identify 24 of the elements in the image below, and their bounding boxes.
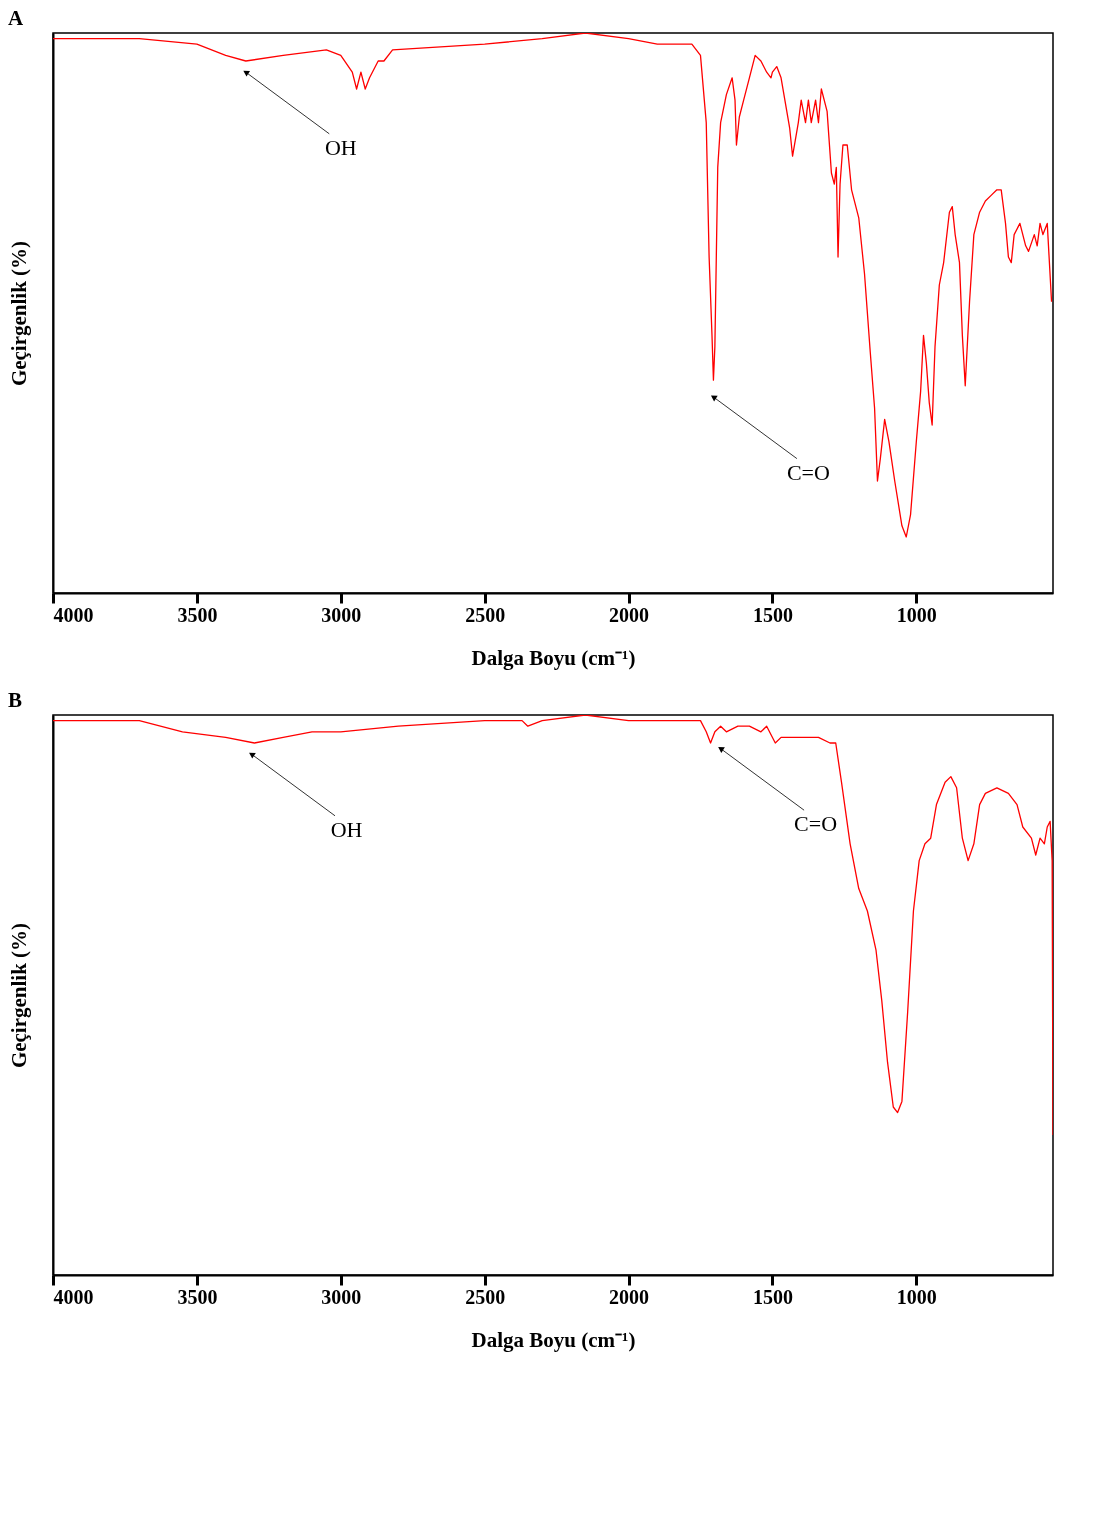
annotation: OH — [324, 134, 357, 160]
chart-title: A — [8, 6, 24, 30]
x-tick-label: 3000 — [321, 1285, 362, 1308]
x-tick-label: 1000 — [896, 1285, 937, 1308]
x-tick-label: 2500 — [465, 603, 506, 626]
x-tick-label: 2500 — [465, 1285, 506, 1308]
x-tick-label: 3500 — [177, 1285, 218, 1308]
x-axis-title: Dalga Boyu (cm⁻¹) — [471, 1327, 636, 1352]
x-tick-label: 4000 — [53, 603, 94, 626]
annotation: OH — [330, 816, 363, 842]
y-axis-title: Geçirgenlik (%) — [6, 922, 31, 1069]
x-tick-label: 3000 — [321, 603, 362, 626]
x-tick-label: 1500 — [752, 603, 793, 626]
x-tick-label: 2000 — [609, 1285, 650, 1308]
annotation: C=O — [794, 811, 838, 837]
chart-title: B — [8, 688, 23, 712]
x-axis-title: Dalga Boyu (cm⁻¹) — [471, 645, 636, 670]
x-tick-label: 4000 — [53, 1285, 94, 1308]
x-tick-label: 3500 — [177, 603, 218, 626]
y-axis-title: Geçirgenlik (%) — [6, 240, 31, 387]
x-tick-label: 1000 — [896, 603, 937, 626]
annotation: C=O — [786, 459, 830, 485]
x-tick-label: 2000 — [609, 603, 650, 626]
x-tick-label: 1500 — [752, 1285, 793, 1308]
